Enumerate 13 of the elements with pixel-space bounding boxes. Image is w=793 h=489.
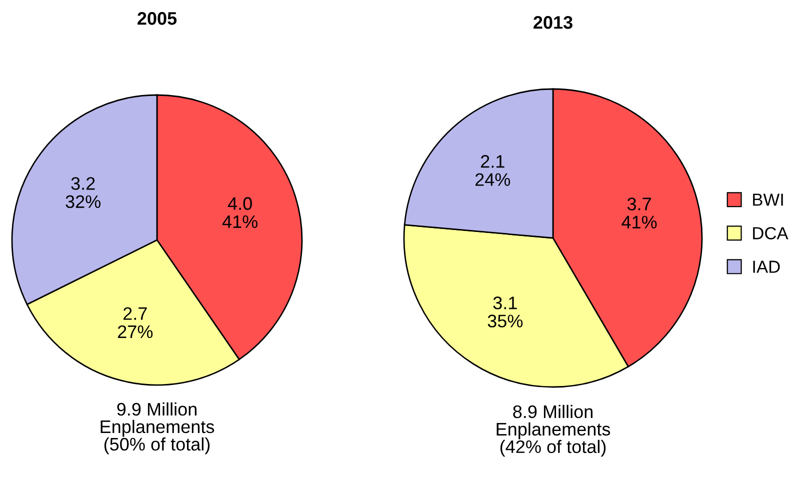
- data-label: 3.2 32%: [66, 177, 100, 208]
- legend-label: IAD: [753, 260, 780, 273]
- data-label: 3.7 41%: [622, 198, 657, 228]
- data-label: 2.1 24%: [475, 155, 510, 186]
- chart-title: 2005: [138, 12, 177, 25]
- data-label: 3.1 35%: [488, 296, 523, 328]
- data-label: 4.0 41%: [222, 197, 258, 228]
- chart-title: 2013: [534, 16, 572, 29]
- data-label: 2.7 27%: [118, 307, 153, 338]
- text: 9.9 Million Enplanements (50% of total): [100, 402, 214, 454]
- text: 8.9 Million Enplanements (42% of total): [496, 404, 610, 457]
- legend-label: DCA: [753, 227, 788, 240]
- legend-label: BWI: [753, 194, 783, 206]
